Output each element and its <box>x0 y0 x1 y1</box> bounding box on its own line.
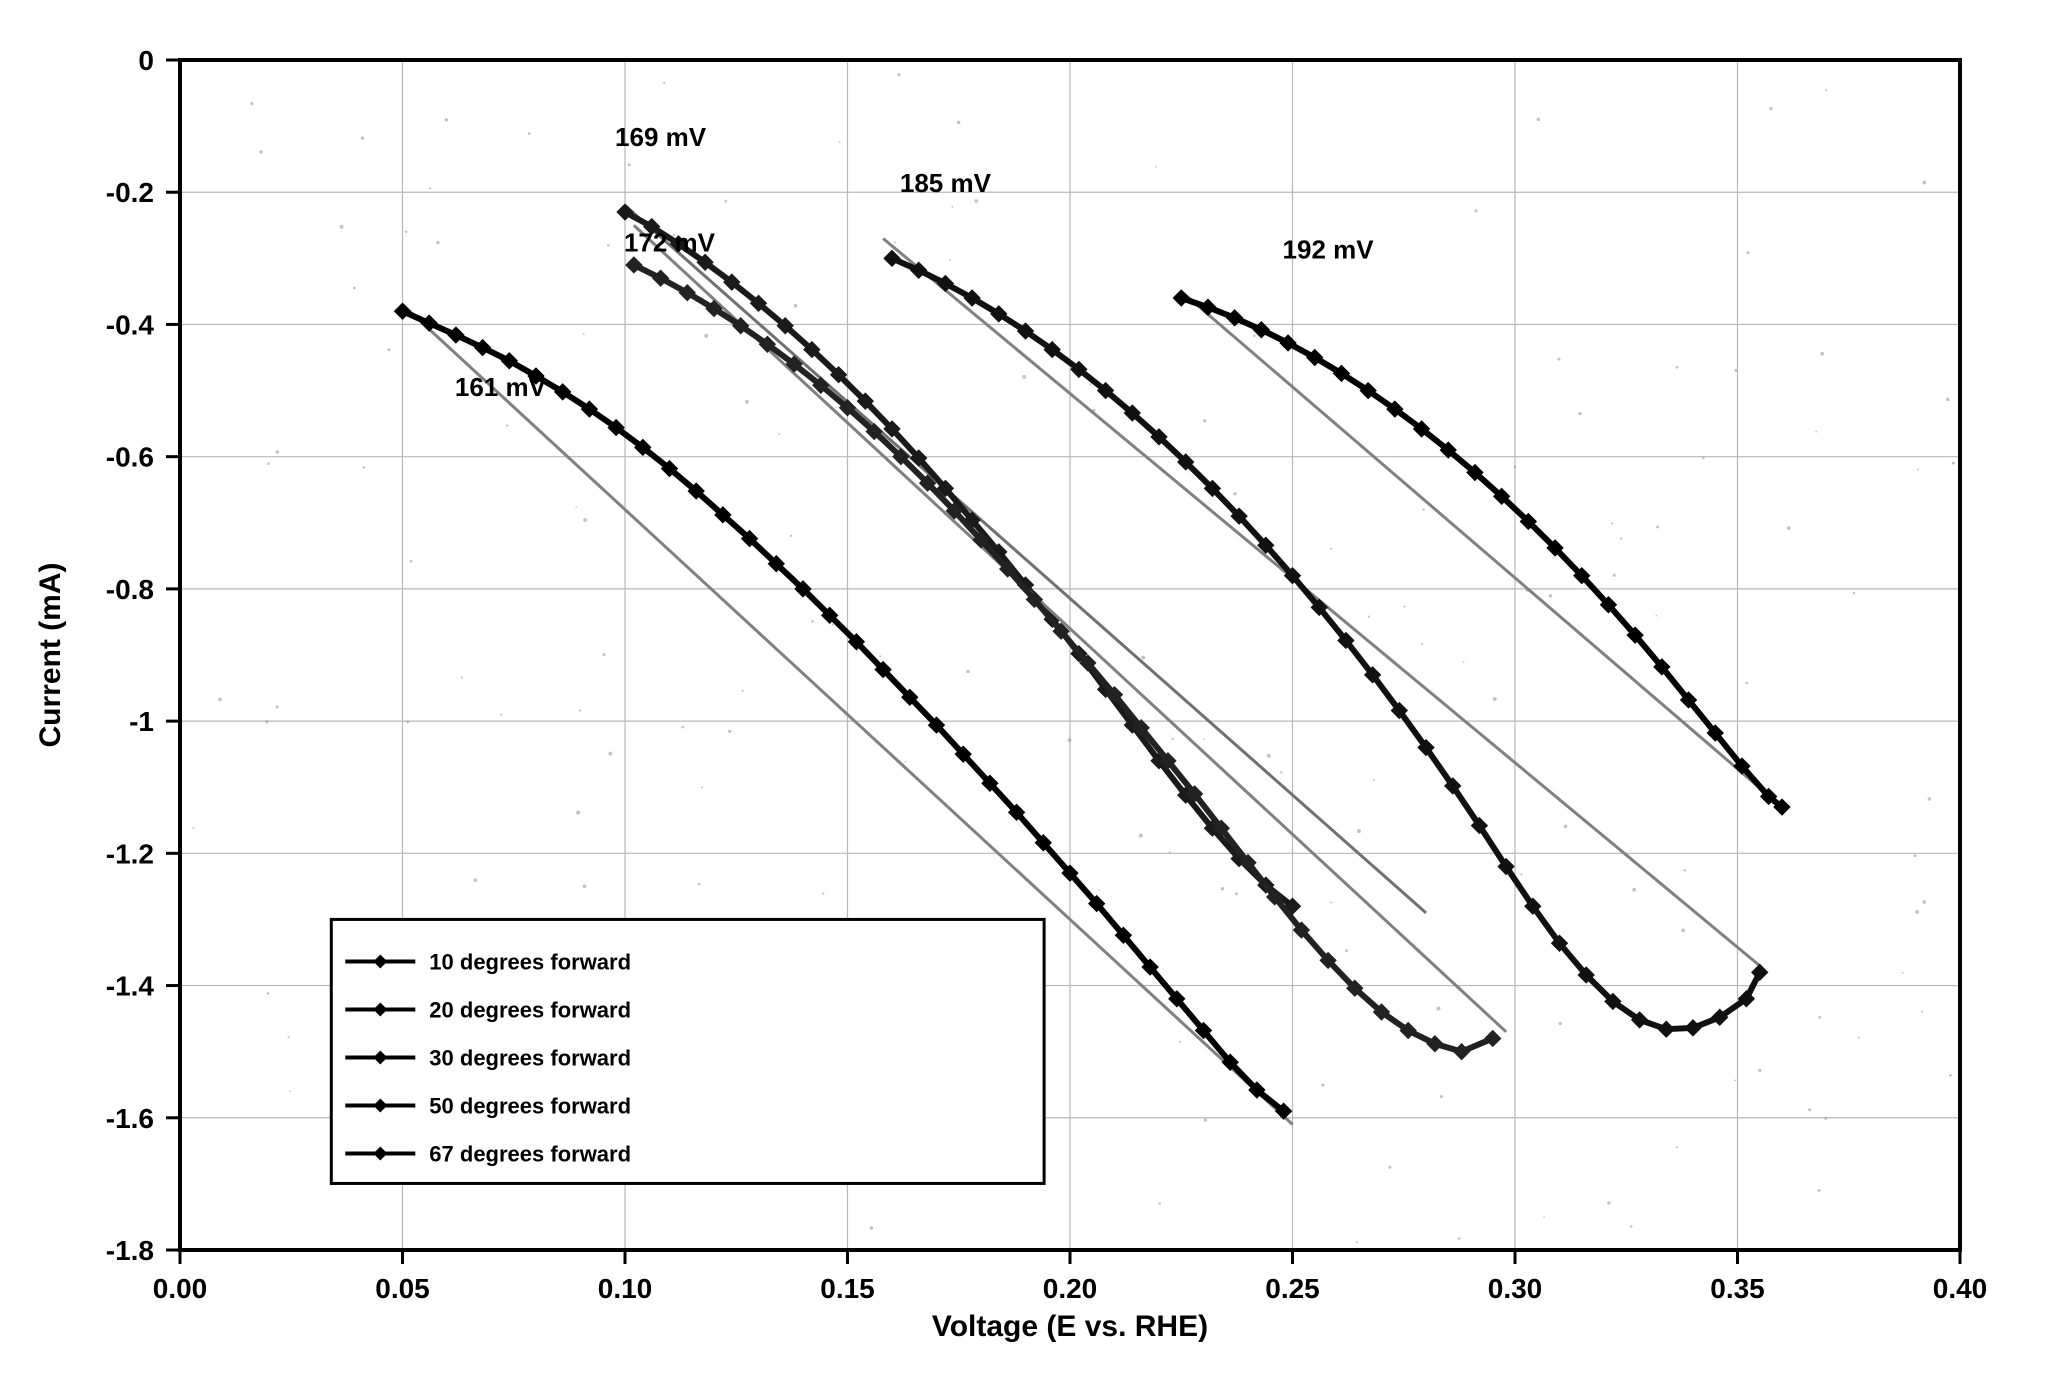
svg-text:-1.8: -1.8 <box>106 1235 154 1266</box>
svg-text:0.05: 0.05 <box>375 1273 430 1304</box>
svg-text:0.40: 0.40 <box>1933 1273 1988 1304</box>
annotation-label: 169 mV <box>615 122 707 152</box>
annotation-label: 192 mV <box>1283 234 1375 264</box>
svg-text:-1.6: -1.6 <box>106 1103 154 1134</box>
svg-text:0.20: 0.20 <box>1043 1273 1098 1304</box>
legend-item-label: 30 degrees forward <box>429 1045 631 1070</box>
svg-text:0.35: 0.35 <box>1710 1273 1765 1304</box>
svg-text:-0.6: -0.6 <box>106 442 154 473</box>
svg-text:0: 0 <box>138 45 154 76</box>
svg-text:-0.2: -0.2 <box>106 177 154 208</box>
legend: 10 degrees forward 20 degrees forward 30 d… <box>331 919 1044 1183</box>
annotation-label: 172 mV <box>624 228 716 258</box>
annotation-label: 185 mV <box>900 168 992 198</box>
svg-text:0.25: 0.25 <box>1265 1273 1320 1304</box>
svg-text:0.10: 0.10 <box>598 1273 653 1304</box>
svg-text:-0.8: -0.8 <box>106 574 154 605</box>
svg-text:-1.2: -1.2 <box>106 838 154 869</box>
svg-text:-1: -1 <box>129 706 154 737</box>
svg-text:0.00: 0.00 <box>153 1273 208 1304</box>
legend-item-label: 20 degrees forward <box>429 997 631 1022</box>
svg-text:-1.4: -1.4 <box>106 971 155 1002</box>
x-axis-label: Voltage (E vs. RHE) <box>932 1310 1208 1343</box>
legend-item-label: 67 degrees forward <box>429 1141 631 1166</box>
svg-text:0.15: 0.15 <box>820 1273 875 1304</box>
chart-container: 0.00 0.05 0.10 0.15 0.20 0.25 0.30 0.35 0.40 0 -0.… <box>0 0 2066 1396</box>
annotation-label: 161 mV <box>455 372 547 402</box>
svg-text:0.30: 0.30 <box>1488 1273 1543 1304</box>
iv-chart: 0.00 0.05 0.10 0.15 0.20 0.25 0.30 0.35 0.40 0 -0.… <box>0 0 2066 1396</box>
y-axis-label: Current (mA) <box>34 563 67 748</box>
legend-item-label: 10 degrees forward <box>429 949 631 974</box>
legend-item-label: 50 degrees forward <box>429 1093 631 1118</box>
svg-text:-0.4: -0.4 <box>106 309 155 340</box>
